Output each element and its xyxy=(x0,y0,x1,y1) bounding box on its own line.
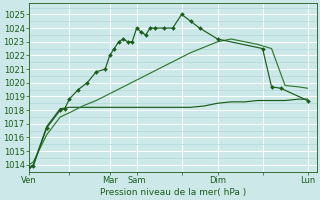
X-axis label: Pression niveau de la mer( hPa ): Pression niveau de la mer( hPa ) xyxy=(100,188,246,197)
